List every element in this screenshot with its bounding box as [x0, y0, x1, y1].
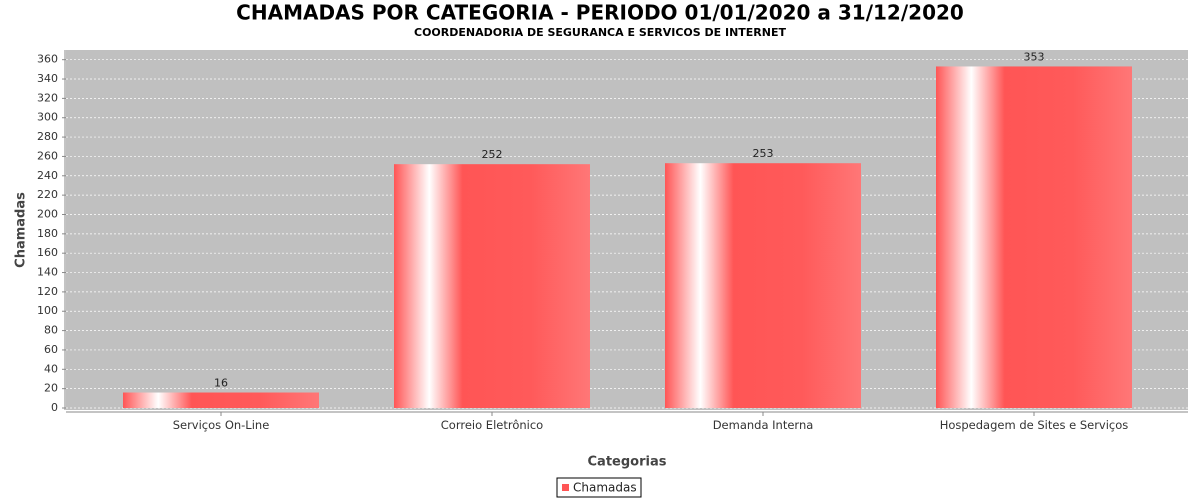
x-tick-label: Serviços On-Line — [172, 418, 270, 432]
chart-subtitle: COORDENADORIA DE SEGURANCA E SERVICOS DE… — [414, 26, 786, 39]
value-label: 253 — [753, 147, 774, 160]
y-tick-label: 200 — [37, 207, 58, 220]
legend-label: Chamadas — [573, 481, 637, 495]
bar — [123, 392, 319, 408]
y-tick-label: 0 — [51, 401, 58, 414]
x-tick-label: Hospedagem de Sites e Serviços — [939, 418, 1129, 432]
y-tick-label: 340 — [37, 72, 58, 85]
x-tick-label: Demanda Interna — [712, 418, 814, 432]
bar — [394, 164, 590, 408]
y-tick-label: 100 — [37, 304, 58, 317]
y-tick-label: 240 — [37, 169, 58, 182]
y-tick-label: 280 — [37, 130, 58, 143]
value-label: 16 — [214, 377, 228, 390]
y-tick-label: 300 — [37, 111, 58, 124]
value-label: 252 — [482, 148, 503, 161]
y-tick-label: 120 — [37, 285, 58, 298]
y-tick-label: 220 — [37, 188, 58, 201]
y-tick-label: 20 — [44, 382, 58, 395]
y-axis-label: Chamadas — [14, 192, 29, 268]
legend-box — [556, 477, 642, 498]
value-label: 353 — [1024, 50, 1045, 63]
y-tick-label: 360 — [37, 53, 58, 66]
y-tick-label: 320 — [37, 91, 58, 104]
y-tick-label: 60 — [44, 343, 58, 356]
bar — [665, 163, 861, 408]
x-tick-label: Correio Eletrônico — [440, 418, 544, 432]
y-tick-label: 160 — [37, 246, 58, 259]
y-tick-label: 140 — [37, 266, 58, 279]
chart-title: CHAMADAS POR CATEGORIA - PERIODO 01/01/2… — [236, 1, 964, 25]
legend-swatch — [562, 484, 569, 491]
y-tick-label: 80 — [44, 324, 58, 337]
y-tick-label: 260 — [37, 149, 58, 162]
bar — [936, 66, 1132, 409]
y-tick-label: 40 — [44, 362, 58, 375]
y-tick-label: 180 — [37, 227, 58, 240]
x-axis-label: Categorias — [588, 455, 667, 470]
